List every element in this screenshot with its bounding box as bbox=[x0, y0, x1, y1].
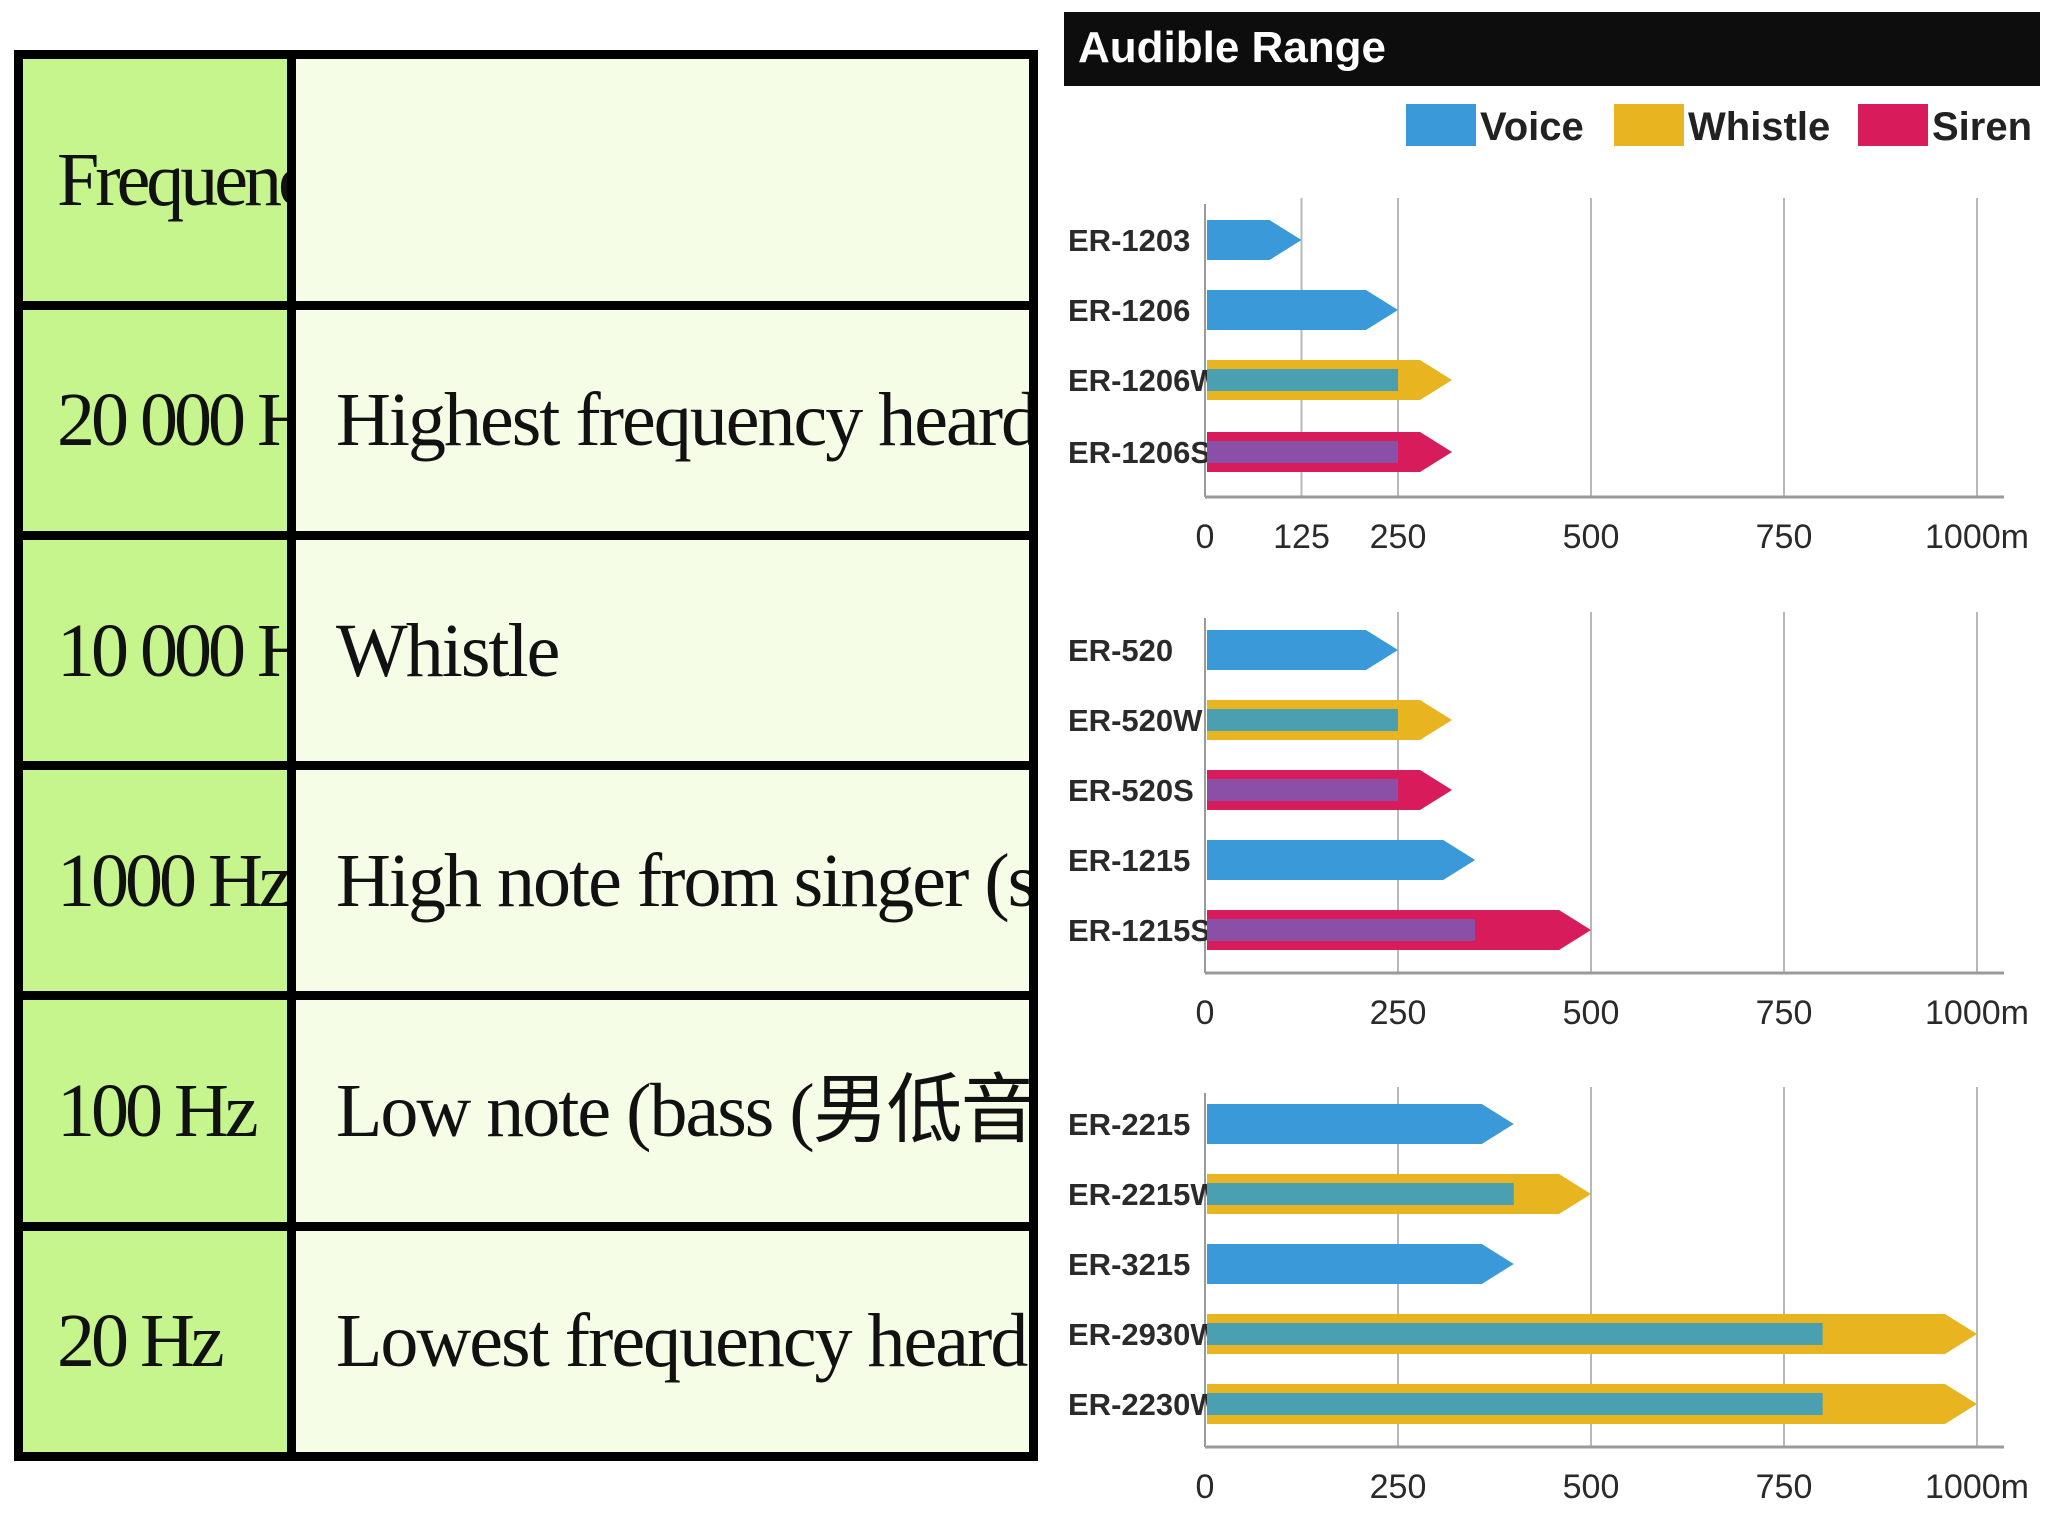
category-label: ER-1206S bbox=[1068, 435, 1211, 470]
table-row: 10 000 Hz Whistle bbox=[14, 530, 1038, 771]
x-tick-label: 250 bbox=[1370, 1468, 1427, 1506]
category-label: ER-2230W bbox=[1068, 1387, 1220, 1422]
legend-label-whistle: Whistle bbox=[1688, 105, 1830, 149]
category-label: ER-1206 bbox=[1068, 293, 1190, 328]
x-tick-label: 1000m bbox=[1925, 1468, 2029, 1506]
voice-range-bar bbox=[1207, 1323, 1823, 1345]
frequency-cell: 20 000 Hz bbox=[14, 300, 296, 540]
audible-range-chart: Audible Range Voice Whistle Siren 0 125 25… bbox=[1064, 12, 2040, 1506]
table-row: 20 000 Hz Highest frequency heard bbox=[14, 300, 1038, 540]
chart-panel: 0 250 500 750 1000m ER-2215 ER-2215W ER-3215 ER-… bbox=[1068, 1087, 2029, 1506]
legend-swatch-voice bbox=[1406, 104, 1476, 146]
chart-panel: 0 125 250 500 750 1000m ER-1203 ER-1206 ER-1206W… bbox=[1068, 198, 2029, 556]
chart-panel: 0 250 500 750 1000m ER-520 ER-520W ER-520S ER-12… bbox=[1068, 612, 2029, 1032]
x-tick-label: 0 bbox=[1196, 1468, 1215, 1506]
voice-range-bar bbox=[1207, 919, 1476, 941]
category-label: ER-520S bbox=[1068, 773, 1194, 808]
voice-range-bar bbox=[1207, 1183, 1514, 1205]
category-label: ER-1215S bbox=[1068, 913, 1211, 948]
voice-range-bar bbox=[1207, 1393, 1823, 1415]
table-header-row: Frequency bbox=[14, 50, 1038, 310]
x-tick-label: 1000m bbox=[1925, 518, 2029, 556]
category-label: ER-2930W bbox=[1068, 1317, 1220, 1352]
description-cell: High note from singer (soprano (女高音)) bbox=[287, 761, 1038, 1001]
frequency-cell: 100 Hz bbox=[14, 991, 296, 1231]
x-tick-label: 750 bbox=[1756, 1468, 1813, 1506]
x-tick-label: 250 bbox=[1370, 994, 1427, 1032]
description-cell: Whistle bbox=[287, 530, 1038, 771]
legend: Voice Whistle Siren bbox=[1406, 104, 2032, 149]
category-label: ER-520 bbox=[1068, 633, 1173, 668]
description-cell: Highest frequency heard bbox=[287, 300, 1038, 540]
voice-range-bar bbox=[1207, 369, 1398, 391]
x-tick-label: 750 bbox=[1756, 994, 1813, 1032]
x-tick-label: 750 bbox=[1756, 518, 1813, 556]
table-row: 1000 Hz High note from singer (soprano (… bbox=[14, 761, 1038, 1001]
frequency-table: Frequency 20 000 Hz Highest frequency he… bbox=[14, 50, 1038, 1462]
legend-label-siren: Siren bbox=[1932, 105, 2032, 149]
x-tick-label: 500 bbox=[1563, 1468, 1620, 1506]
voice-range-bar bbox=[1207, 220, 1302, 260]
table-row: 100 Hz Low note (bass (男低音)) bbox=[14, 991, 1038, 1231]
table-row: 20 Hz Lowest frequency heard bbox=[14, 1221, 1038, 1462]
category-label: ER-1206W bbox=[1068, 363, 1220, 398]
legend-swatch-whistle bbox=[1614, 104, 1684, 146]
voice-range-bar bbox=[1207, 1244, 1514, 1284]
description-cell: Low note (bass (男低音)) bbox=[287, 991, 1038, 1231]
legend-swatch-siren bbox=[1858, 104, 1928, 146]
voice-range-bar bbox=[1207, 779, 1398, 801]
category-label: ER-520W bbox=[1068, 703, 1203, 738]
voice-range-bar bbox=[1207, 630, 1398, 670]
frequency-header: Frequency bbox=[14, 50, 296, 310]
chart-title: Audible Range bbox=[1078, 23, 1386, 72]
x-tick-label: 125 bbox=[1273, 518, 1330, 556]
x-tick-label: 1000m bbox=[1925, 994, 2029, 1032]
title-bar bbox=[1064, 12, 2040, 86]
description-cell: Lowest frequency heard bbox=[287, 1221, 1038, 1462]
voice-range-bar bbox=[1207, 290, 1398, 330]
category-label: ER-1215 bbox=[1068, 843, 1190, 878]
category-label: ER-1203 bbox=[1068, 223, 1190, 258]
x-tick-label: 0 bbox=[1196, 994, 1215, 1032]
x-tick-label: 0 bbox=[1196, 518, 1215, 556]
voice-range-bar bbox=[1207, 840, 1476, 880]
description-header bbox=[287, 50, 1038, 310]
voice-range-bar bbox=[1207, 441, 1398, 463]
x-tick-label: 500 bbox=[1563, 994, 1620, 1032]
frequency-cell: 10 000 Hz bbox=[14, 530, 296, 771]
x-tick-label: 250 bbox=[1370, 518, 1427, 556]
voice-range-bar bbox=[1207, 1104, 1514, 1144]
frequency-cell: 1000 Hz bbox=[14, 761, 296, 1001]
category-label: ER-2215W bbox=[1068, 1177, 1220, 1212]
voice-range-bar bbox=[1207, 709, 1398, 731]
legend-label-voice: Voice bbox=[1480, 105, 1584, 149]
frequency-cell: 20 Hz bbox=[14, 1221, 296, 1462]
x-tick-label: 500 bbox=[1563, 518, 1620, 556]
category-label: ER-2215 bbox=[1068, 1107, 1190, 1142]
category-label: ER-3215 bbox=[1068, 1247, 1190, 1282]
